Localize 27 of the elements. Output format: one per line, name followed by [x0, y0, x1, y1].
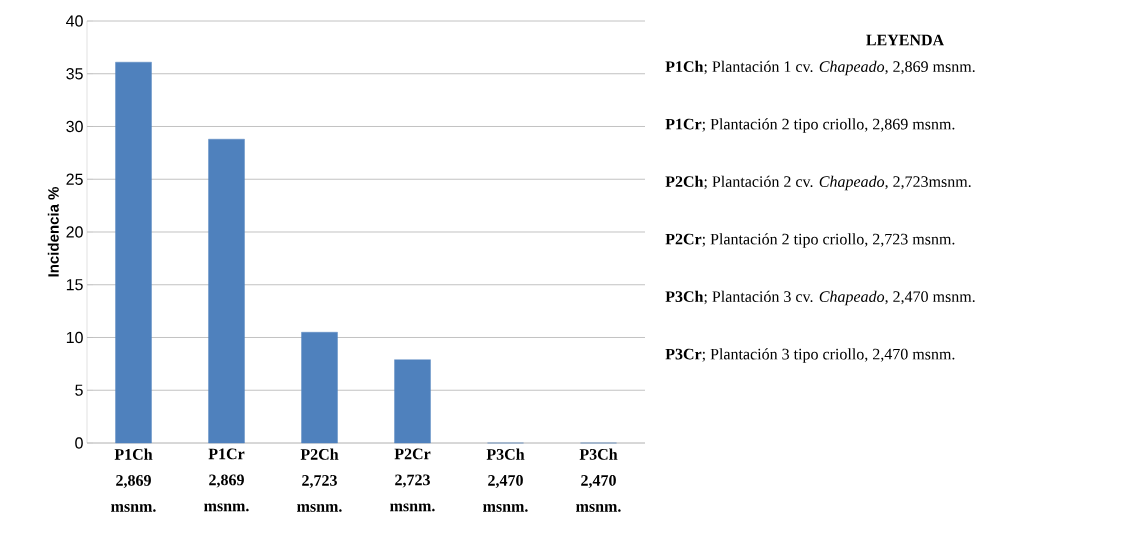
y-tick-label: 35 — [66, 68, 83, 80]
text: P1Ch; Plantación 1 cv. Chapeado, 2,869 msnm. — [665, 60, 975, 76]
y-tick-label: 25 — [66, 173, 83, 185]
text: LEYENDA — [866, 34, 944, 46]
text: P2Ch; Plantación 2 cv. Chapeado, 2,723msnm. — [665, 175, 971, 191]
text: P3Ch; Plantación 3 cv. Chapeado, 2,470 msnm. — [665, 290, 975, 306]
y-tick-label: 10 — [66, 331, 83, 344]
bar — [394, 359, 431, 444]
y-axis-title: Incidencia % — [47, 186, 59, 277]
x-tick-label: P3Ch 2,470 msnm. — [576, 448, 621, 512]
x-tick-label: P1Cr 2,869 msnm. — [204, 448, 249, 512]
bar — [208, 138, 245, 444]
x-tick-label: P2Ch 2,723 msnm. — [297, 448, 342, 512]
bar — [115, 61, 152, 444]
y-tick-label: 5 — [75, 384, 83, 396]
x-tick-label: P1Ch 2,869 msnm. — [111, 448, 156, 512]
bar — [301, 332, 338, 444]
y-tick-label: 30 — [66, 120, 83, 133]
y-tick-label: 20 — [66, 226, 83, 238]
text: P3Cr; Plantación 3 tipo criollo, 2,470 msnm. — [665, 348, 955, 363]
y-tick-label: 40 — [66, 15, 83, 27]
x-tick-label: P2Cr 2,723 msnm. — [390, 448, 435, 512]
y-tick-label: 0 — [75, 437, 83, 449]
x-tick-label: P3Ch 2,470 msnm. — [483, 448, 528, 512]
text: P2Cr; Plantación 2 tipo criollo, 2,723 msnm. — [665, 233, 955, 248]
y-tick-label: 15 — [66, 279, 83, 291]
text: P1Cr; Plantación 2 tipo criollo, 2,869 msnm. — [665, 118, 955, 133]
